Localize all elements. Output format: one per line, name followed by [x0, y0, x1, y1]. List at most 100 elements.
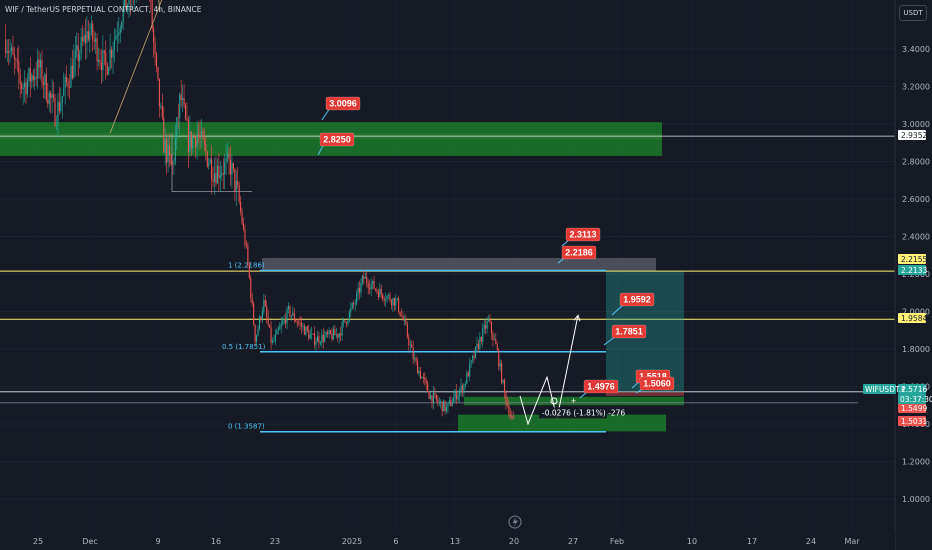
time-tick-label: 9 [155, 537, 160, 546]
candle-body [102, 50, 104, 70]
candle-body [116, 35, 118, 36]
time-axis[interactable] [0, 533, 895, 550]
candle-body [314, 333, 316, 345]
candle-body [176, 117, 178, 139]
candle-body [450, 400, 452, 406]
candle-body [363, 276, 365, 279]
currency-button[interactable]: USDT [899, 5, 927, 21]
candle-body [464, 383, 466, 385]
time-tick-label: Dec [82, 537, 97, 546]
candle-body [293, 312, 295, 321]
candle-body [483, 325, 485, 329]
candle-body [312, 333, 314, 335]
candle-body [508, 405, 510, 415]
candle-body [211, 159, 213, 180]
candle-body [409, 344, 411, 346]
candle-body [490, 322, 493, 334]
candle-body [221, 173, 223, 176]
candle-body [231, 163, 233, 175]
candle-body [80, 37, 82, 54]
candle-body [26, 80, 29, 95]
candle-body [208, 163, 210, 167]
crosshair-icon: + [571, 396, 576, 406]
candle-body [398, 298, 400, 312]
candle-body [351, 303, 353, 308]
candle-body [412, 347, 414, 360]
candle-body [58, 101, 60, 112]
candle-body [97, 59, 100, 62]
candle-body [24, 82, 26, 88]
candle-body [302, 325, 304, 327]
callout-box [611, 324, 647, 339]
candle-body [357, 287, 359, 294]
candle-body [405, 319, 407, 325]
candle-body [295, 320, 297, 322]
price-tag-label: 1.5499 [901, 404, 927, 413]
candle-body [66, 76, 68, 82]
candle-body [479, 336, 481, 349]
time-tick-label: 20 [509, 537, 519, 546]
candle-body [416, 361, 419, 374]
candle-body [261, 311, 263, 319]
candle-body [361, 276, 363, 283]
candle-body [157, 66, 159, 79]
candle-body [415, 358, 417, 362]
candle-body [22, 87, 24, 90]
candle-body [125, 0, 127, 10]
candle-body [41, 60, 43, 83]
candle-body [18, 60, 20, 75]
candle-body [28, 68, 30, 81]
candle-body [229, 159, 232, 175]
candle-body [39, 60, 42, 68]
candle-body [488, 319, 490, 321]
candle-body [118, 32, 120, 36]
candle-body [502, 379, 504, 383]
candle-body [358, 287, 361, 293]
candle-body [83, 35, 85, 42]
candle-body [198, 134, 200, 137]
candle-body [437, 399, 439, 403]
candle-body [343, 320, 345, 323]
zone-gray [262, 257, 656, 272]
candle-body [184, 105, 187, 119]
price-tick-label: 1.0000 [902, 495, 930, 504]
candle-body [341, 322, 343, 336]
time-tick-label: Mar [844, 537, 860, 546]
candle-body [298, 322, 300, 324]
callout-label: 2.8250 [323, 135, 351, 145]
candle-body [364, 277, 366, 279]
callouts: 3.0096 2.8250 2.3113 2.2186 1.9592 1.7851 1.49… [317, 96, 675, 399]
candle-body [266, 306, 268, 317]
candle-body [244, 229, 246, 245]
candle-body [57, 101, 59, 126]
candle-body [92, 23, 94, 41]
candle-body [63, 88, 65, 97]
callout-label: 1.5518 [639, 372, 667, 382]
callout-box [583, 379, 619, 394]
candle-body [68, 87, 71, 88]
candle-body [277, 329, 279, 331]
fib-level-label: 0 (1.3587) [228, 423, 265, 431]
price-tags: 2.9352 2.2155 2.2133 1.9584 1.5716 1.5499 1.50… [863, 130, 932, 426]
time-tick-label: 24 [806, 537, 816, 546]
candle-body [292, 312, 294, 316]
candle-body [299, 322, 301, 324]
candle-body [106, 64, 108, 75]
candle-body [327, 332, 329, 335]
candle-body [87, 31, 89, 40]
candle-body [161, 105, 163, 118]
candle-body [451, 402, 453, 406]
candle-body [206, 151, 208, 167]
candle-body [373, 280, 375, 289]
candle-body [67, 81, 69, 88]
candle-body [44, 74, 46, 85]
lightning-icon[interactable] [508, 515, 522, 529]
candle-body [50, 92, 52, 99]
candle-body [506, 403, 508, 406]
candle-body [498, 349, 500, 367]
candle-body [270, 327, 272, 343]
candle-body [337, 333, 339, 338]
candle-body [374, 288, 377, 290]
candle-body [380, 288, 382, 295]
